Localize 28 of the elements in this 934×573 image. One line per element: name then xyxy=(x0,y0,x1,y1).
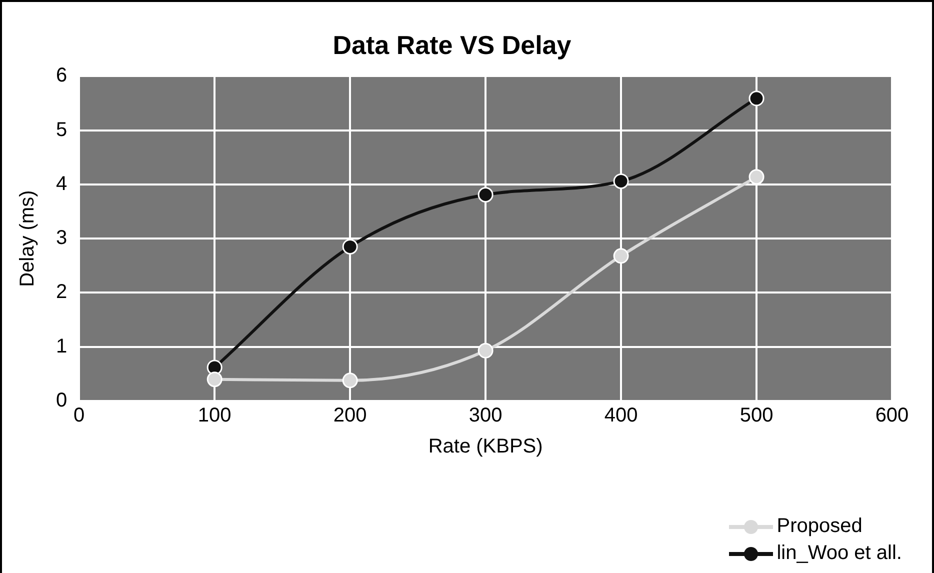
y-tick-label: 2 xyxy=(56,281,68,304)
point xyxy=(342,372,358,388)
x-tick-label: 600 xyxy=(875,404,909,427)
y-tick-label: 0 xyxy=(56,390,68,412)
point xyxy=(613,248,629,264)
chart-title: Data Rate VS Delay xyxy=(332,30,572,60)
x-tick-label: 200 xyxy=(333,404,367,427)
point xyxy=(748,90,764,106)
legend-label: Proposed xyxy=(776,515,862,538)
x-tick-label: 300 xyxy=(468,404,502,427)
point xyxy=(478,187,494,202)
y-tick-label: 6 xyxy=(56,64,68,87)
x-tick-label: 400 xyxy=(604,404,638,427)
x-axis-title: Rate (KBPS) xyxy=(428,436,543,458)
y-tick-label: 5 xyxy=(56,118,68,141)
y-axis-title: Delay (ms) xyxy=(16,190,39,287)
point xyxy=(342,238,358,254)
x-tick-label: 100 xyxy=(198,404,232,427)
x-tick-label: 500 xyxy=(740,404,774,427)
point xyxy=(613,173,629,189)
point xyxy=(478,342,494,358)
x-tick-label: 0 xyxy=(74,404,85,427)
point xyxy=(748,169,764,185)
y-tick-label: 3 xyxy=(56,227,68,250)
legend-label: lin_Woo et all. xyxy=(776,542,902,565)
y-tick-label: 1 xyxy=(56,335,68,358)
point xyxy=(206,372,222,388)
y-tick-label: 4 xyxy=(56,172,68,195)
